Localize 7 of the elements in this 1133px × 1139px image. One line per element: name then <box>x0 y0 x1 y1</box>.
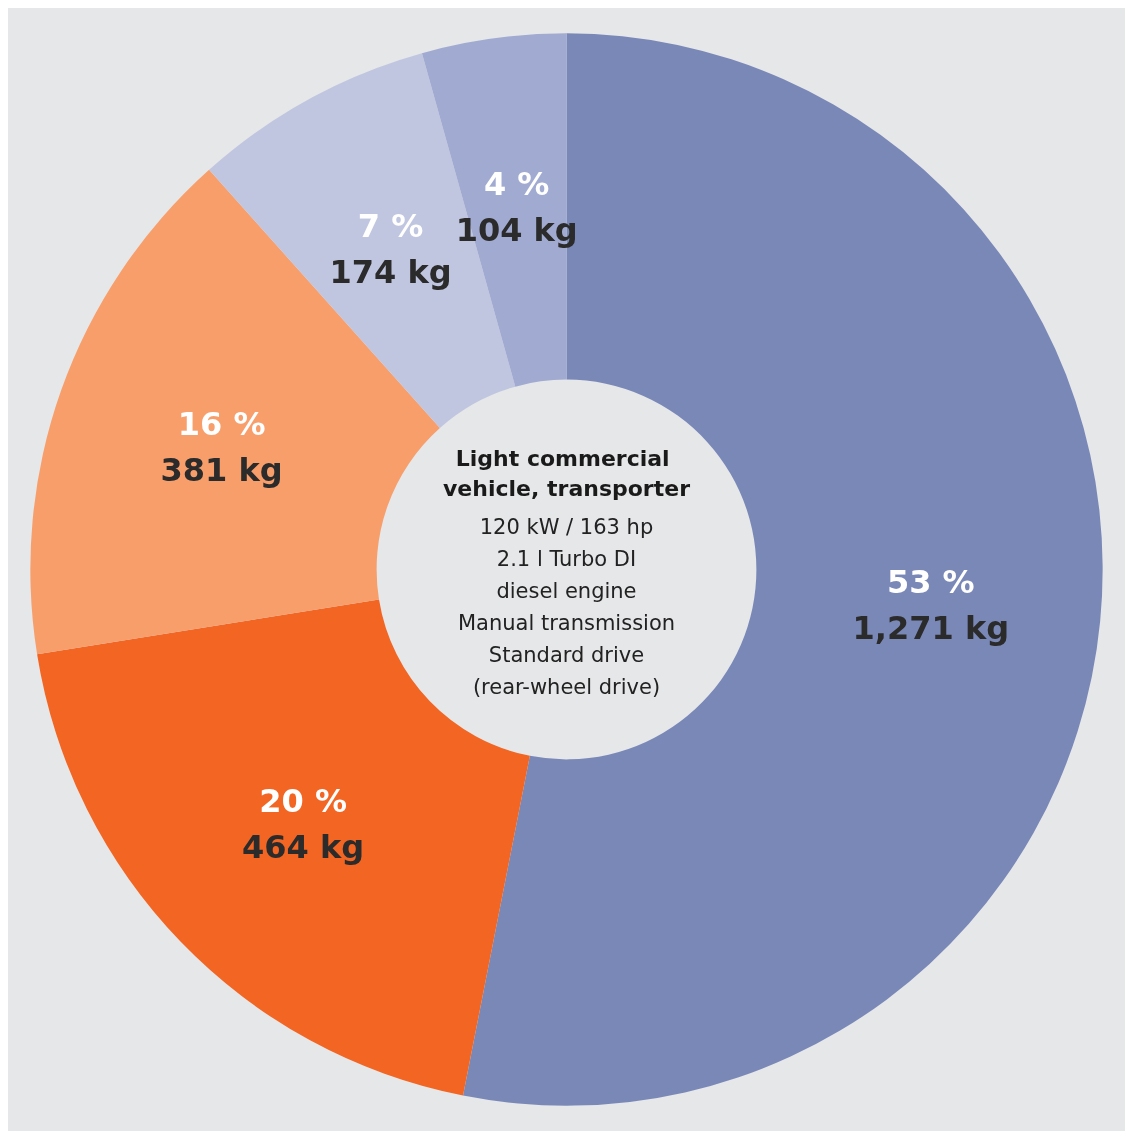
data-label: 53 % 1,271 kg <box>852 562 1010 647</box>
text: Light commercial vehicle, transporter <box>443 445 691 501</box>
data-label: 7 % 174 kg <box>329 206 452 291</box>
data-label: 20 % 464 kg <box>242 781 365 866</box>
data-label: 4 % 104 kg <box>455 164 578 249</box>
text: 120 kW / 163 hp 2.1 l Turbo DI diesel engine Manual transmission Standard drive (rear-wheel drive) <box>457 515 676 699</box>
data-label: 16 % 381 kg <box>160 405 283 490</box>
